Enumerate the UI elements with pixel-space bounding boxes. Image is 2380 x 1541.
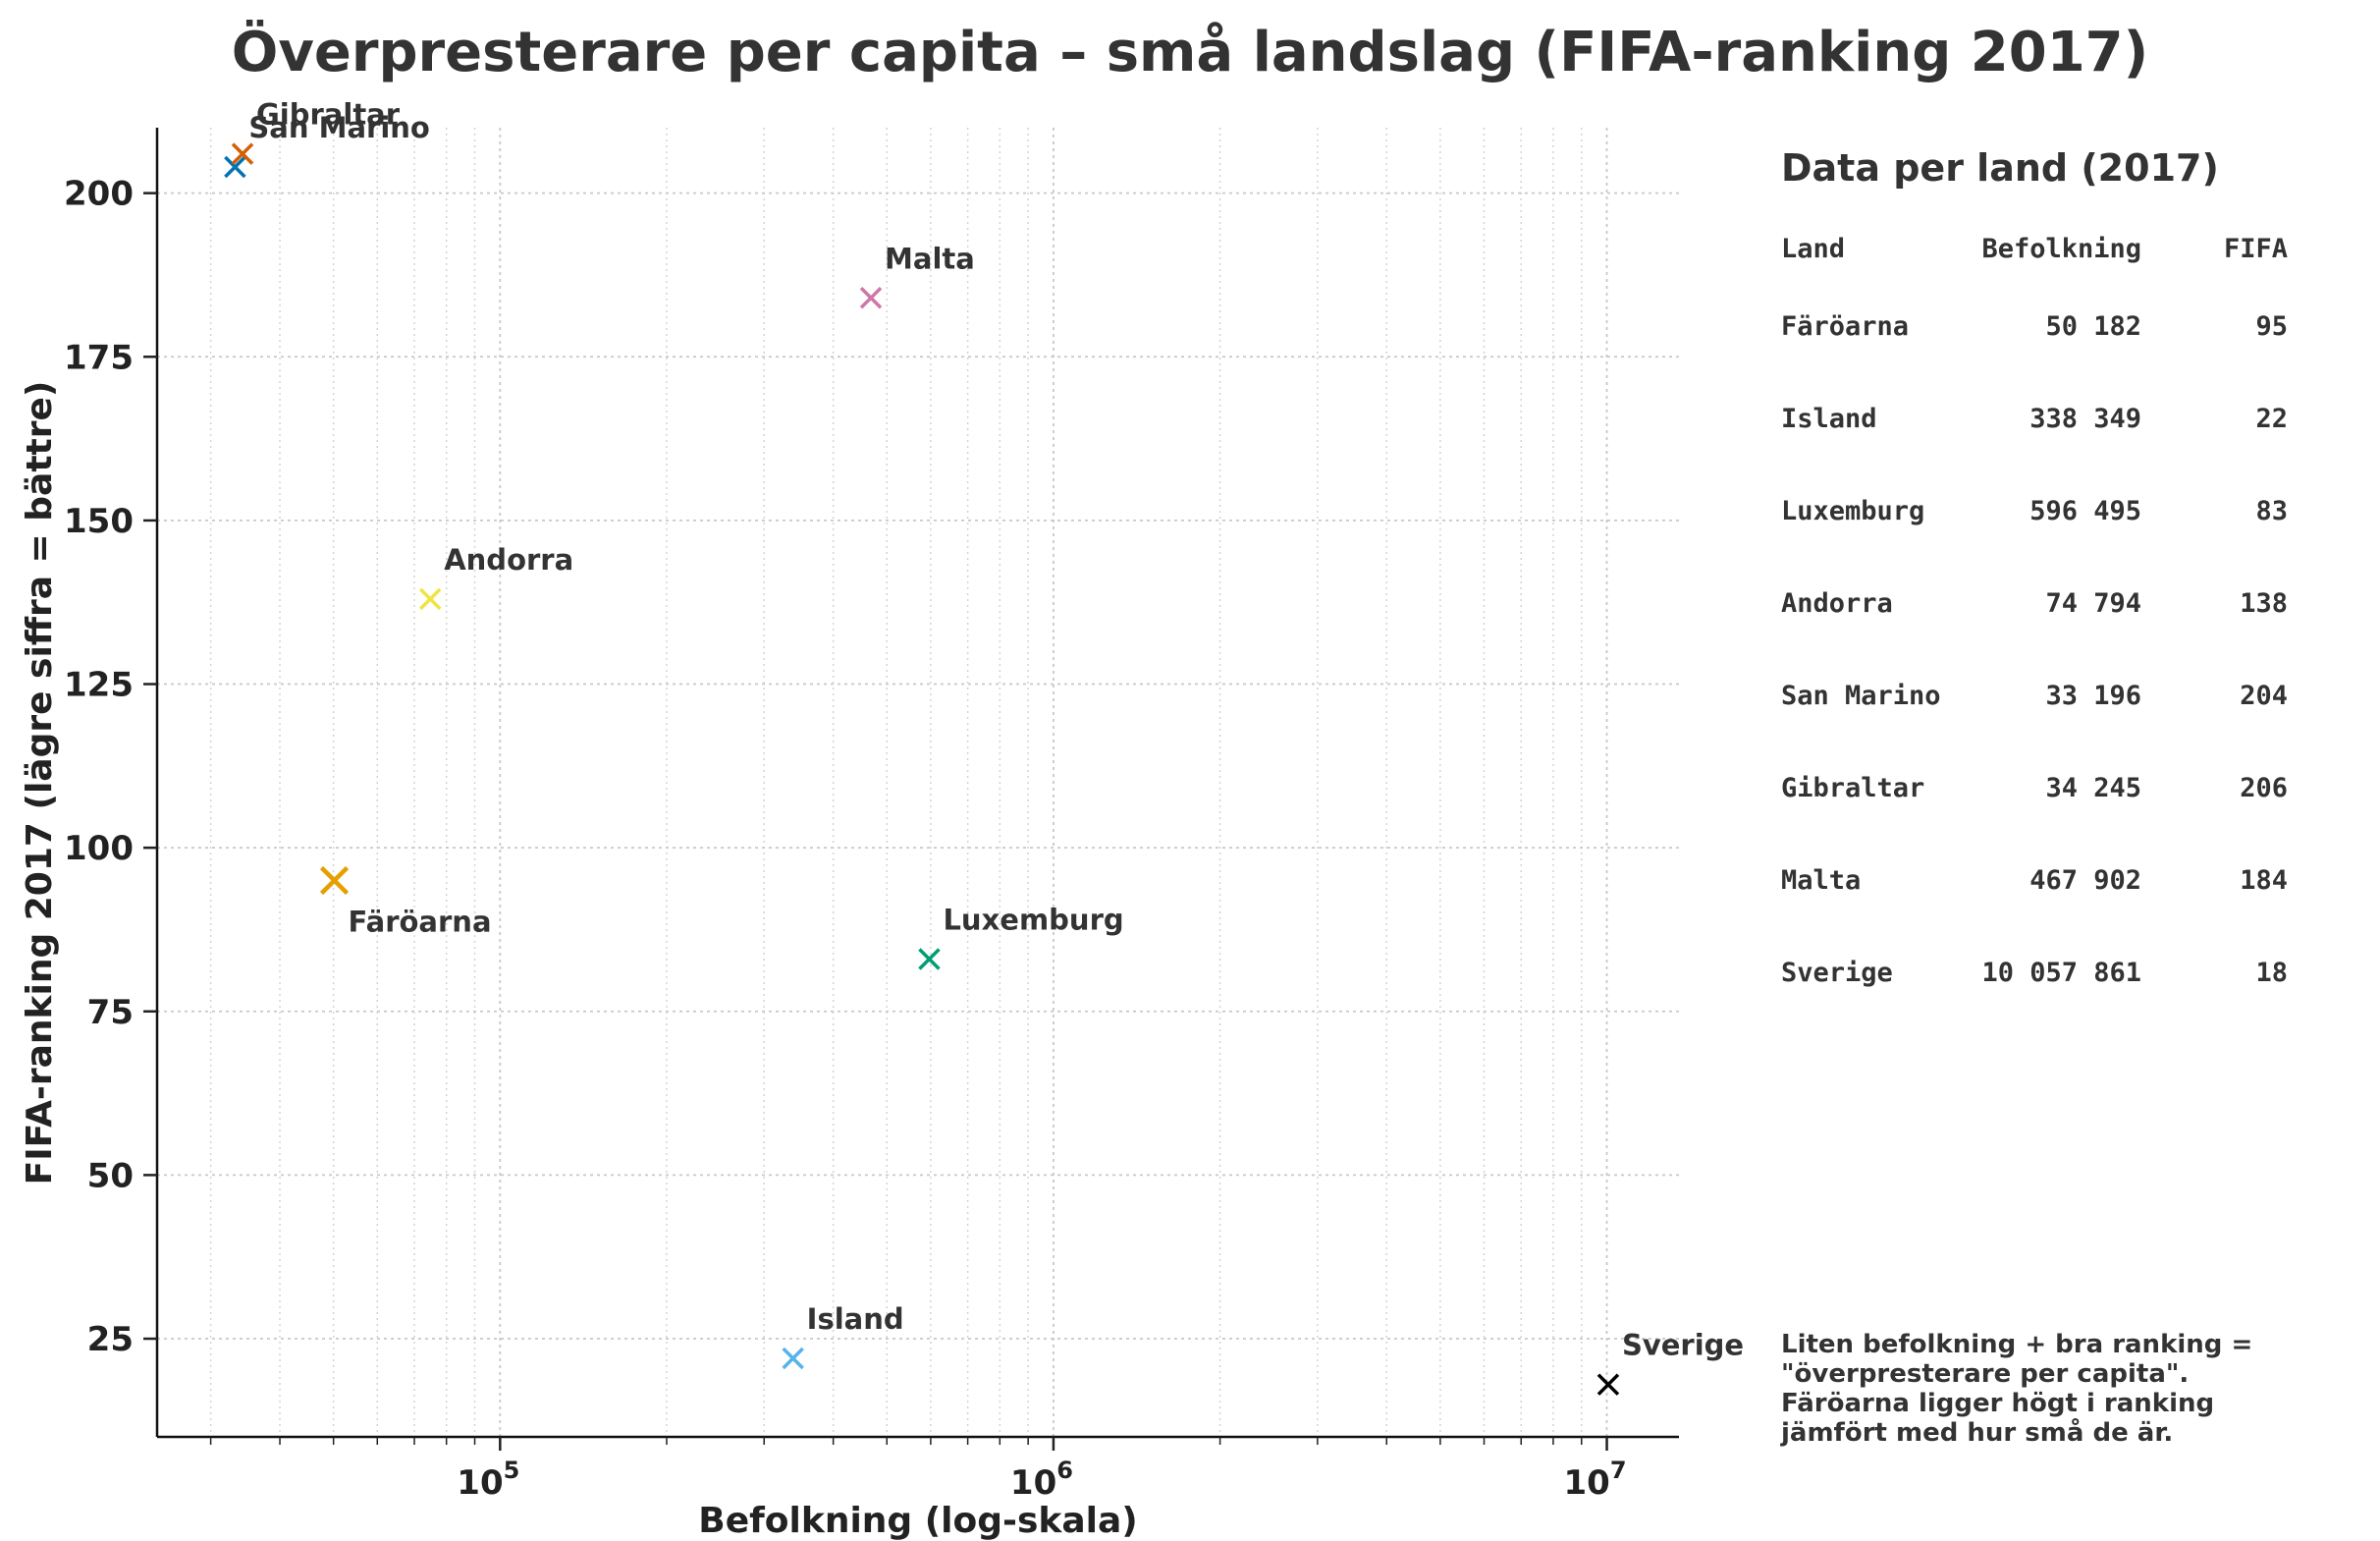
marker-stroke (224, 155, 246, 179)
table-cell-fifa: 138 (2240, 588, 2288, 619)
table-header-land: Land (1781, 234, 1845, 264)
note-line: "överpresterare per capita". (1781, 1359, 2189, 1389)
chart-title: Överpresterare per capita – små landslag… (232, 21, 2148, 84)
table-cell-land: Färöarna (1781, 311, 1909, 342)
y-tick-label: 50 (87, 1156, 134, 1195)
annotation-note: Liten befolkning + bra ranking ="överpre… (1780, 1330, 2252, 1448)
data-point (319, 865, 350, 896)
table-cell-fifa: 18 (2255, 958, 2288, 988)
y-tick-label: 175 (64, 338, 134, 377)
table-cell-land: San Marino (1781, 681, 1941, 711)
point-labels: Färöarna Island Luxemburg Andorra San Marino… (248, 98, 1744, 1362)
data-point (782, 1347, 804, 1370)
axes (155, 128, 1679, 1439)
data-point (918, 948, 941, 970)
table-cell-population: 33 196 (2045, 681, 2141, 711)
table-cell-land: Gibraltar (1781, 773, 1924, 803)
table-cell-population: 74 794 (2045, 588, 2141, 619)
y-tick-label: 75 (87, 993, 134, 1032)
table-cell-population: 10 057 861 (1981, 958, 2141, 988)
table-cell-land: Luxemburg (1781, 496, 1924, 526)
note-line: Liten befolkning + bra ranking = (1781, 1330, 2252, 1359)
note-line: Färöarna ligger högt i ranking (1781, 1389, 2214, 1418)
table-cell-fifa: 95 (2255, 311, 2288, 342)
table-cell-population: 467 902 (2029, 865, 2141, 896)
table-header-population: Befolkning (1981, 234, 2141, 264)
point-label: Sverige (1622, 1329, 1744, 1362)
table-cell-population: 50 182 (2045, 311, 2141, 342)
y-tick-label: 100 (64, 829, 134, 868)
y-axis-label: FIFA-ranking 2017 (lägre siffra = bättre… (20, 381, 60, 1185)
table-cell-fifa: 204 (2240, 681, 2288, 711)
x-tick-label: 106 (1010, 1457, 1073, 1503)
grid-minor (209, 128, 1583, 1437)
point-label: Andorra (444, 543, 573, 577)
data-point (1596, 1373, 1620, 1396)
table-cell-land: Island (1781, 404, 1877, 434)
table-cell-land: Andorra (1781, 588, 1893, 619)
marker-stroke (918, 948, 941, 970)
y-tick-label: 150 (64, 502, 134, 541)
table-header-fifa: FIFA (2224, 234, 2288, 264)
table-title: Data per land (2017) (1781, 146, 2219, 190)
y-tick-label: 200 (64, 175, 134, 214)
point-label: Malta (885, 242, 975, 275)
data-point (418, 587, 442, 611)
marker-stroke (231, 142, 254, 165)
table-cell-land: Sverige (1781, 958, 1893, 988)
marker-stroke (782, 1347, 804, 1370)
point-label: Färöarna (349, 905, 492, 938)
table-cell-fifa: 184 (2240, 865, 2288, 896)
note-line: jämfört med hur små de är. (1780, 1416, 2173, 1448)
y-tick-label: 25 (87, 1320, 134, 1359)
table-cell-population: 338 349 (2029, 404, 2141, 434)
x-axis-label: Befolkning (log-skala) (698, 1501, 1137, 1541)
data-point (231, 142, 254, 165)
table-cell-fifa: 22 (2255, 404, 2288, 434)
marker-stroke (319, 865, 350, 896)
data-point (224, 155, 246, 179)
point-label: San Marino (248, 111, 429, 144)
table-cell-population: 596 495 (2029, 496, 2141, 526)
table-cell-land: Malta (1781, 865, 1861, 896)
point-label: Island (807, 1302, 904, 1336)
x-tick-label: 107 (1564, 1457, 1627, 1503)
table-cell-fifa: 83 (2255, 496, 2288, 526)
table-rows: Färöarna 50 182 95 Island 338 349 22 Luxemburg… (1781, 311, 2288, 988)
marker-stroke (859, 287, 883, 309)
y-tick-label: 125 (64, 666, 134, 705)
point-label: Luxemburg (943, 903, 1123, 936)
x-tick-label: 105 (457, 1457, 519, 1503)
ticks: 105 106 107 25 50 75 100 125 150 175 200 (64, 175, 1627, 1503)
data-point (859, 287, 883, 309)
marker-stroke (1596, 1373, 1620, 1396)
table-cell-population: 34 245 (2045, 773, 2141, 803)
grid-major (157, 128, 1679, 1437)
table-cell-fifa: 206 (2240, 773, 2288, 803)
data-table-panel: Data per land (2017) Land Befolkning FIF… (1780, 146, 2288, 1448)
data-points (224, 142, 1620, 1396)
point-label: Gibraltar (256, 98, 401, 132)
marker-stroke (418, 587, 442, 611)
